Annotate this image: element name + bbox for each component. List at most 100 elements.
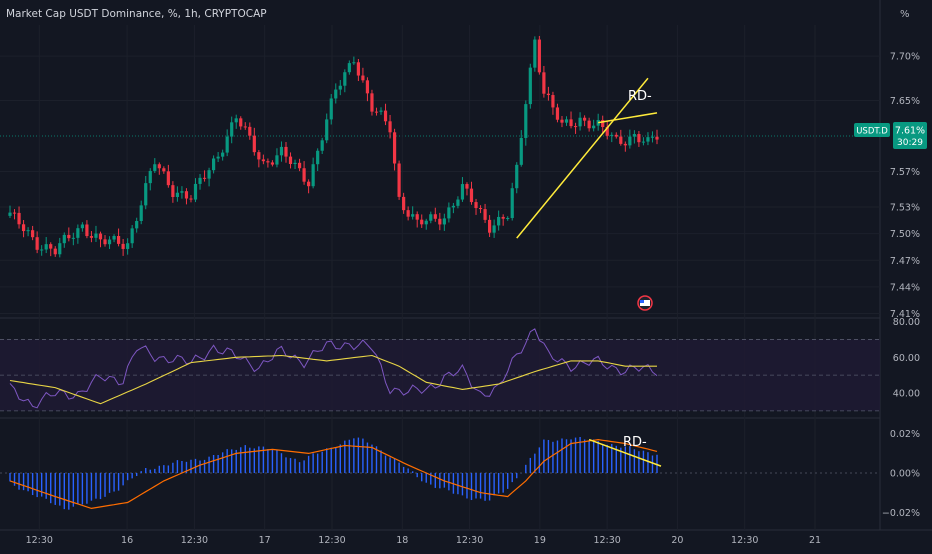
candle-body	[474, 202, 478, 209]
candle	[275, 148, 279, 168]
candle-body	[587, 120, 591, 129]
candle-body	[275, 155, 279, 165]
candle	[31, 225, 35, 241]
candle-body	[519, 137, 523, 165]
candle	[85, 220, 89, 239]
candle	[130, 225, 134, 248]
candle	[279, 141, 284, 162]
candle-body	[293, 162, 297, 165]
candle-body	[334, 89, 338, 99]
candle	[225, 129, 229, 157]
candle	[338, 80, 342, 96]
candle	[397, 160, 401, 200]
candle-body	[438, 218, 442, 225]
candle-body	[320, 140, 324, 151]
candle	[44, 237, 48, 254]
candle-body	[71, 237, 75, 239]
candle	[8, 205, 12, 218]
candle	[411, 206, 415, 220]
candle	[352, 56, 356, 65]
candle-body	[537, 39, 541, 73]
candle-body	[637, 134, 641, 143]
time-tick-label: 16	[121, 535, 133, 546]
candle-body	[94, 233, 98, 238]
candle	[121, 238, 125, 256]
candle-body	[148, 170, 152, 184]
candle	[162, 166, 166, 174]
price-axis-unit: %	[900, 9, 910, 20]
rsi-pane[interactable]	[9, 328, 658, 409]
candle-body	[266, 161, 270, 163]
candle-body	[53, 248, 57, 255]
candle-body	[212, 158, 216, 171]
candle	[334, 83, 338, 104]
candle	[80, 222, 84, 232]
candle	[49, 242, 53, 257]
candle	[198, 173, 202, 190]
candle	[202, 170, 207, 182]
time-tick-label: 21	[809, 535, 821, 546]
candle-body	[139, 205, 143, 222]
trendlines[interactable]	[516, 77, 662, 467]
candle-body	[307, 181, 311, 187]
candle	[555, 103, 560, 123]
price-trendline	[516, 77, 649, 239]
candle	[528, 63, 532, 109]
candle-body	[225, 136, 229, 153]
price-tick-label: 7.53%	[890, 203, 920, 214]
time-tick-label: 12:30	[593, 535, 620, 546]
axes: 7.70% 7.65% 7.57% 7.53% 7.50% 7.47% 7.44% 7.41%…	[26, 52, 920, 546]
candle-body	[533, 39, 537, 68]
candle-body	[379, 110, 383, 112]
candle	[311, 157, 315, 189]
candle	[605, 121, 609, 140]
candle	[537, 35, 541, 75]
grid	[0, 0, 932, 531]
candles[interactable]	[8, 35, 659, 258]
candle-body	[316, 150, 320, 165]
candle-body	[329, 98, 333, 120]
candle-body	[21, 224, 26, 232]
candle	[316, 148, 320, 171]
candle	[26, 227, 30, 237]
candle-body	[560, 119, 564, 123]
candle	[497, 210, 501, 231]
candle-body	[248, 126, 252, 136]
candle	[175, 186, 180, 202]
symbol-badge[interactable]: USDT.D	[854, 123, 890, 137]
news-flag-icon[interactable]	[637, 295, 653, 311]
candle-body	[424, 220, 428, 225]
candle-body	[655, 136, 659, 140]
price-annotation-label: RD-	[628, 89, 652, 104]
candle-body	[343, 72, 347, 86]
candle-body	[515, 164, 519, 189]
candle-body	[49, 244, 53, 249]
candle	[361, 67, 365, 83]
candle-body	[542, 72, 546, 94]
candle-body	[243, 126, 247, 128]
candle	[456, 196, 460, 209]
candle-body	[144, 183, 148, 206]
time-tick-label: 12:30	[181, 535, 208, 546]
candle	[424, 218, 428, 230]
candle-body	[641, 141, 646, 143]
candle-body	[564, 119, 569, 123]
candle	[230, 116, 234, 144]
candle	[533, 36, 537, 72]
candle-body	[406, 210, 410, 217]
price-tick-label: 7.41%	[890, 309, 920, 320]
price-tick-label: 7.57%	[890, 167, 920, 178]
candle-body	[239, 118, 243, 127]
candle-body	[40, 249, 44, 251]
candle	[478, 205, 483, 214]
candle-body	[121, 243, 125, 249]
candle	[379, 107, 383, 115]
candle-body	[478, 208, 483, 210]
candle	[510, 182, 514, 221]
candle-body	[175, 192, 180, 198]
candle	[356, 59, 360, 82]
rsi-tick-label: 40.00	[893, 389, 920, 400]
macd-pane[interactable]	[0, 437, 880, 510]
